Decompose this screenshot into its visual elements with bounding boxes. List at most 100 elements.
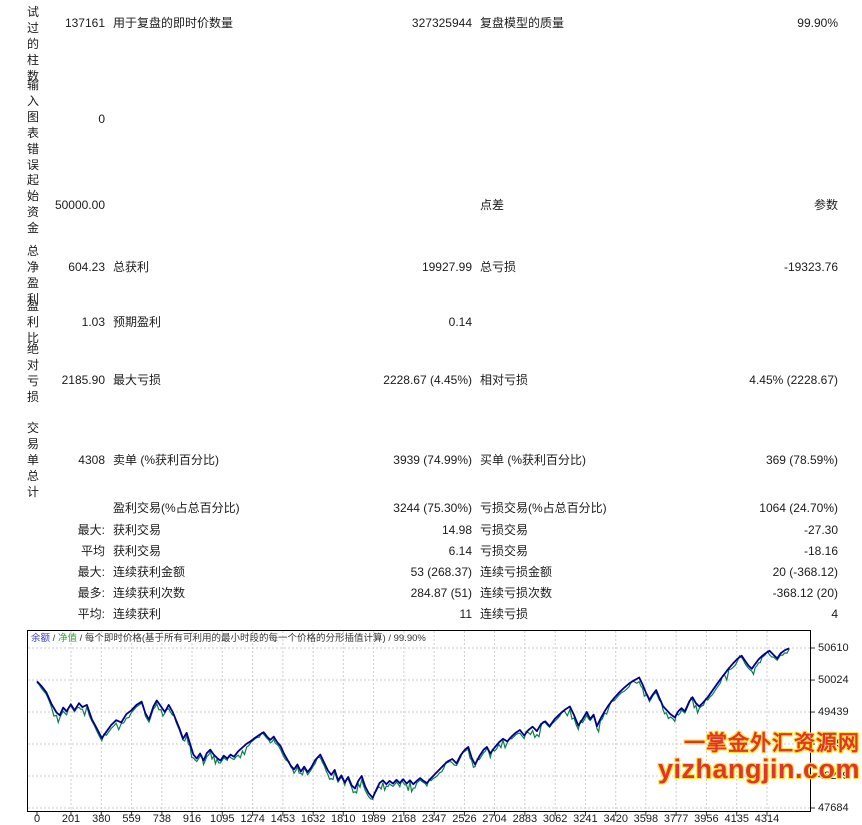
y-axis-label: 48269 [818,770,849,782]
stat-value-1: 0 [98,112,105,126]
y-axis-label: 48854 [818,738,849,751]
stat-value-3: 6.14 [448,544,472,558]
stat-value-5: -368.12 (20) [772,586,838,600]
x-axis-label: 3420 [603,813,628,825]
legend-separator: / [50,633,58,644]
x-axis-label: 2526 [452,813,477,825]
stat-label-4: 亏损交易 [480,544,529,558]
stat-value-3: 2228.67 (4.45%) [383,373,472,387]
stat-value-1: 平均: [77,607,105,621]
stat-row: 盈利交易(%占总百分比) 3244 (75.30%) 亏损交易(%占总百分比) 106… [0,500,862,516]
stat-label-2: 连续获利次数 [113,586,186,600]
stat-label-2: 用于复盘的即时价数量 [113,16,234,30]
row-header-vertical: 交易单总计 [27,421,40,499]
x-axis-label: 3956 [694,813,719,825]
stat-label-4: 连续亏损 [480,607,529,621]
x-axis-label: 2347 [421,813,447,825]
stat-value-5: -19323.76 [783,260,838,274]
stat-value-3: 3244 (75.30%) [393,501,472,515]
stat-value-1: 最多: [77,586,105,600]
stat-row: 平均 获利交易 6.14 亏损交易 -18.16 [0,543,862,559]
stat-label-2: 获利交易 [113,544,162,558]
x-axis-label: 4314 [754,813,780,825]
equity-chart: 余额 / 净值 / 每个即时价格(基于所有可利用的最小时段的每一个价格的分形插值… [27,630,849,825]
stat-value-3: 14.98 [441,523,472,537]
x-axis-label: 1453 [270,813,296,825]
stat-row: 最大: 获利交易 14.98 亏损交易 -27.30 [0,522,862,538]
x-axis-label: 1810 [331,813,356,825]
stat-label-2: 总获利 [113,260,150,274]
stat-label-4: 买单 (%获利百分比) [480,453,586,467]
stat-label-2: 最大亏损 [113,373,162,387]
stat-row: 0 [0,111,862,127]
stat-value-3: 53 (268.37) [410,565,472,579]
balance-line [36,647,790,799]
stat-label-4: 总亏损 [480,260,517,274]
stat-value-3: 3939 (74.99%) [393,453,472,467]
x-axis-label: 1632 [300,813,326,825]
row-header-vertical: 盈利比 [27,299,40,345]
stat-label-4: 连续亏损次数 [480,586,553,600]
x-axis-label: 1989 [361,813,386,825]
stat-value-1: 137161 [64,16,105,30]
stat-row: 1.03 预期盈利 0.14 [0,314,862,330]
stat-value-1: 604.23 [68,260,105,274]
stat-value-5: 1064 (24.70%) [759,501,838,515]
x-axis-label: 3598 [633,813,659,825]
plot-border [27,630,811,812]
row-header-vertical: 输入图表错误 [27,78,40,172]
row-header-vertical: 试过的柱数 [27,5,40,83]
stat-value-5: 4 [831,607,838,621]
y-axis-label: 50610 [818,642,849,654]
x-axis-label: 3241 [573,813,598,825]
stat-value-5: 369 (78.59%) [765,453,838,467]
stat-value-5: -18.16 [803,544,838,558]
x-axis-label: 2704 [482,813,507,825]
stat-label-4: 亏损交易 [480,523,529,537]
stat-row: 137161 用于复盘的即时价数量 327325944 复盘模型的质量 99.90% [0,15,862,31]
stat-value-5: 参数 [813,198,838,212]
y-axis-label: 50024 [818,674,849,687]
stat-row: 4308 卖单 (%获利百分比) 3939 (74.99%) 买单 (%获利百分比) 3… [0,452,862,468]
stat-value-3: 11 [459,607,472,621]
legend-balance-label: 余额 [31,633,51,644]
x-axis-label: 3062 [542,813,568,825]
stat-value-5: 99.90% [797,16,838,30]
chart-legend: 余额 / 净值 / 每个即时价格(基于所有可利用的最小时段的每一个价格的分形插值… [31,633,426,644]
stat-label-4: 相对亏损 [480,373,529,387]
stat-value-3: 327325944 [411,16,472,30]
stat-row: 平均: 连续获利 11 连续亏损 4 [0,606,862,622]
stat-label-2: 获利交易 [113,523,162,537]
x-axis-label: 3777 [663,813,689,825]
x-axis-label: 201 [61,813,81,825]
equity-chart-canvas [27,630,815,816]
stat-value-3: 284.87 (51) [410,586,472,600]
stat-label-2: 预期盈利 [113,315,162,329]
stat-label-4: 点差 [480,198,505,212]
stat-label-2: 卖单 (%获利百分比) [113,453,219,467]
stat-row: 50000.00 点差 参数 [0,197,862,213]
stat-label-2: 连续获利金额 [113,565,186,579]
x-axis-label: 2168 [391,813,417,825]
row-header-vertical: 起始资金 [27,173,40,235]
legend-description: 每个即时价格(基于所有可利用的最小时段的每一个价格的分形插值计算) [84,633,386,644]
stat-value-3: 0.14 [448,315,472,329]
y-axis-label: 49439 [818,706,849,719]
x-axis-label: 2883 [512,813,538,825]
stat-value-1: 最大: [77,523,105,537]
stat-value-1: 1.03 [81,315,105,329]
x-axis-label: 0 [33,813,41,825]
stat-value-1: 平均 [80,544,105,558]
stat-value-5: 20 (-368.12) [772,565,838,579]
stat-value-1: 2185.90 [61,373,105,387]
stat-value-1: 50000.00 [54,198,105,212]
stat-value-1: 最大: [77,565,105,579]
stat-label-4: 亏损交易(%占总百分比) [480,501,607,515]
x-axis-label: 738 [152,813,172,825]
row-header-vertical: 绝对亏损 [27,342,40,404]
row-header-vertical: 总净盈利 [27,244,40,306]
y-axis-label: 47684 [818,802,849,814]
stat-row: 604.23 总获利 19927.99 总亏损 -19323.76 [0,259,862,275]
stat-row: 2185.90 最大亏损 2228.67 (4.45%) 相对亏损 4.45% (222… [0,372,862,388]
